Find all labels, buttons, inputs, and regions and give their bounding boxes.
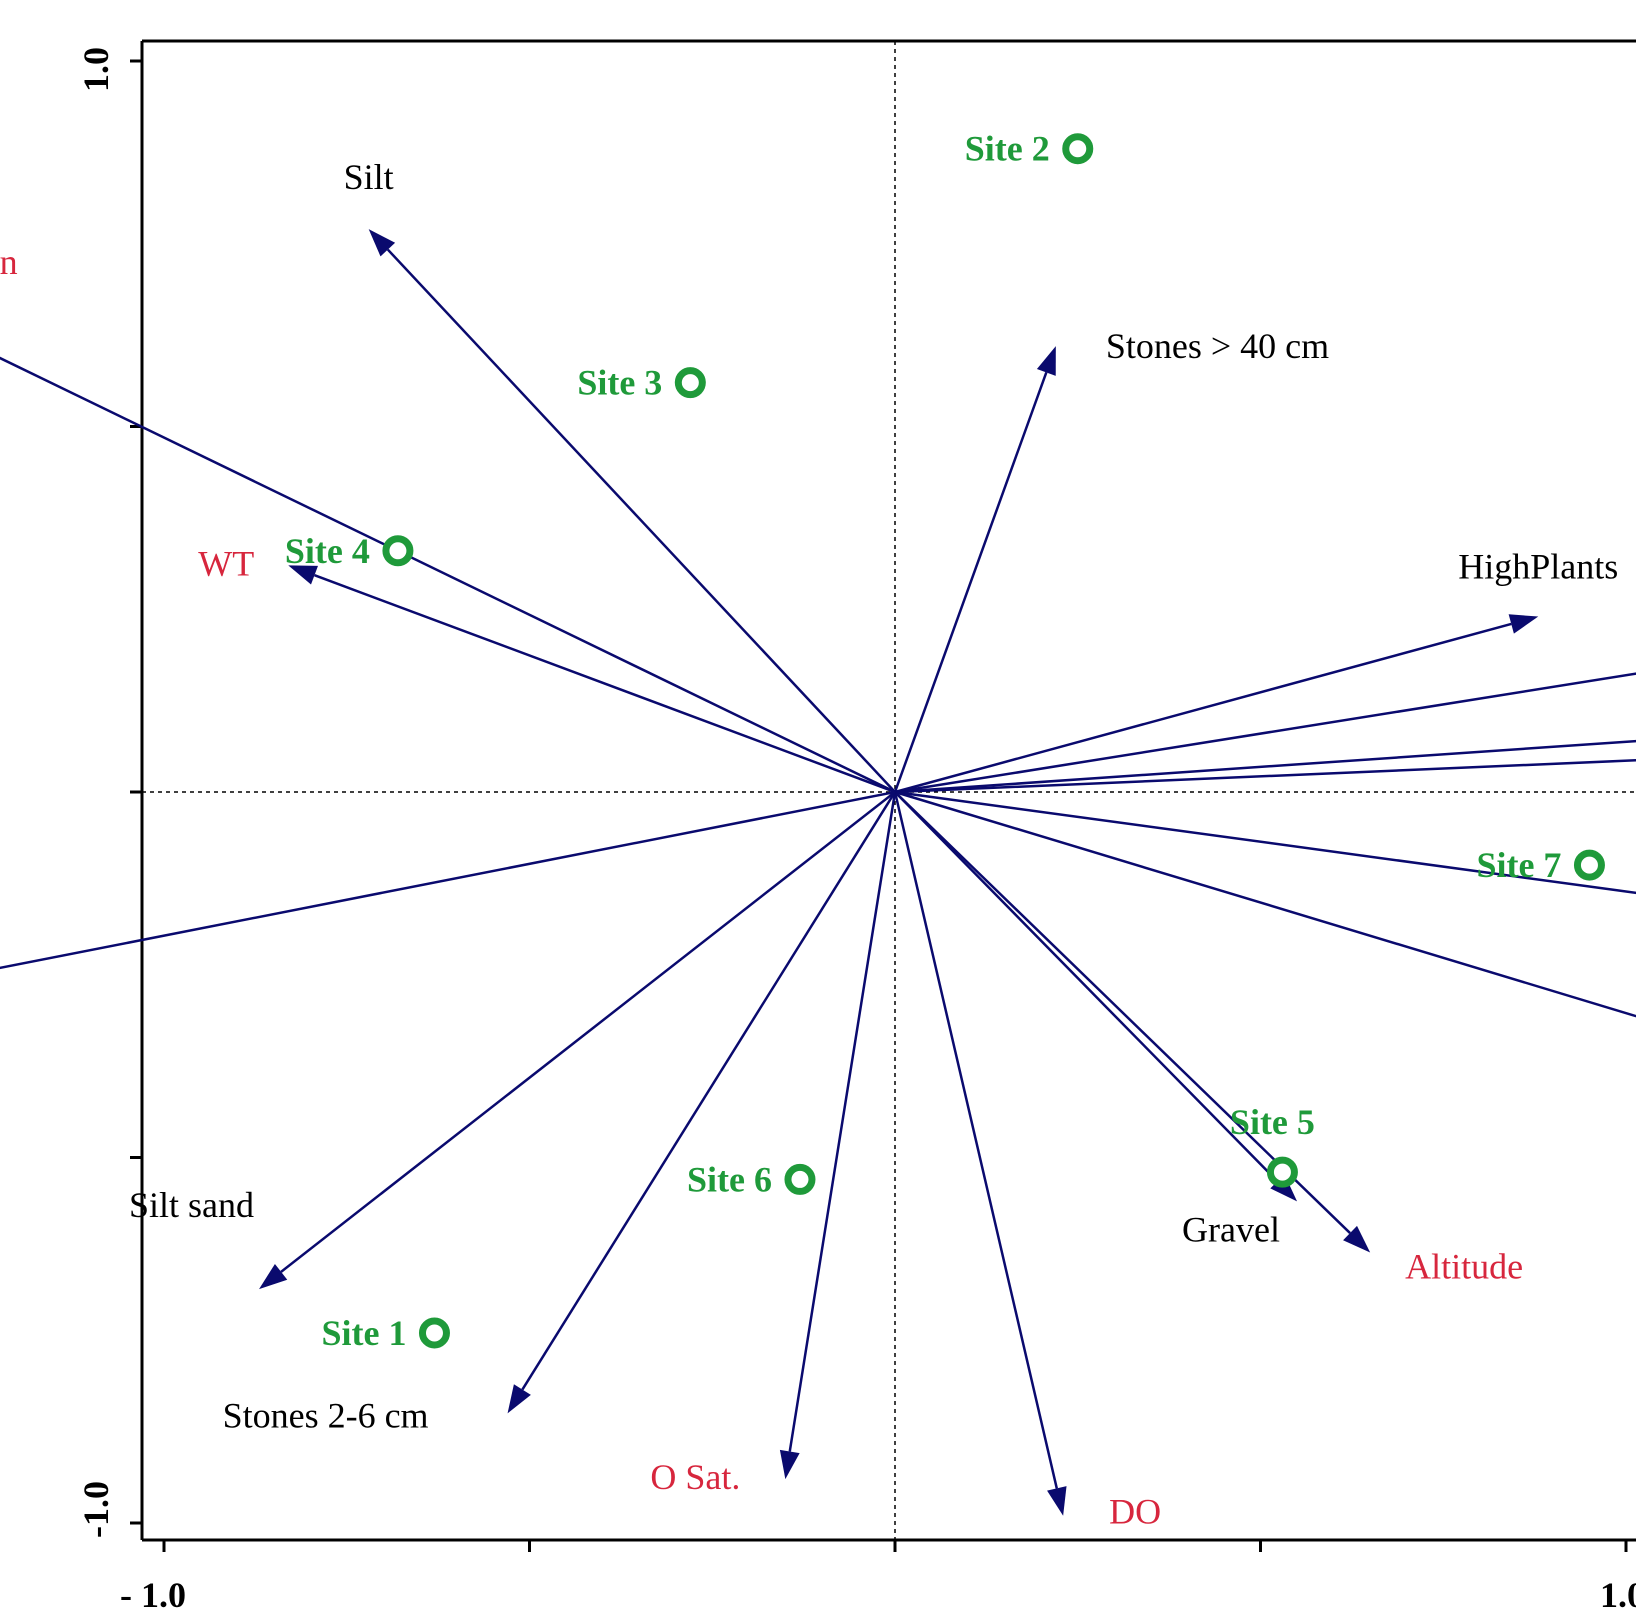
vector-stones-40-cm: Stones > 40 cm [893, 326, 1329, 793]
vector-label: Numberof specimen [0, 190, 18, 282]
site-label: Site 4 [285, 531, 370, 571]
vector-line [314, 574, 896, 794]
vector-line [894, 791, 1279, 1183]
vector-line [788, 791, 897, 1452]
site-label: Site 5 [1230, 1102, 1315, 1142]
vector-line [894, 790, 1636, 895]
vector-arrowhead [1047, 1486, 1067, 1516]
vector-line [894, 622, 1512, 794]
vector-stones-6-20-cm: Stones6-20 cm [894, 672, 1636, 794]
site-marker [1266, 1156, 1298, 1188]
site-label: Site 2 [965, 129, 1050, 169]
vector-arrowhead [1270, 1174, 1298, 1202]
site-marker [382, 535, 414, 567]
site-label: Site 3 [577, 363, 662, 403]
site-marker [418, 1317, 450, 1349]
vector-o-sat-: O Sat. [650, 791, 897, 1497]
x-tick-label-max: 1.0 [1600, 1575, 1636, 1615]
vector-line [0, 356, 896, 794]
vector-label: DO [1109, 1492, 1161, 1532]
site-site-1: Site 1 [321, 1313, 450, 1353]
site-marker [784, 1163, 816, 1195]
site-label: Site 6 [687, 1159, 772, 1199]
site-marker [1573, 849, 1605, 881]
vector-arrowhead [288, 565, 318, 585]
vector-label: HighPlants [1458, 547, 1618, 587]
vector-line [894, 672, 1636, 794]
site-site-5: Site 5 [1230, 1102, 1315, 1188]
vector-wt: WT [198, 543, 896, 794]
vector-line [893, 791, 1059, 1489]
vector-line [521, 791, 897, 1391]
y-tick-label-min: -1.0 [76, 1481, 116, 1538]
vector-altitude: Altitude [894, 791, 1523, 1287]
vector-overground [894, 739, 1636, 794]
vector-arrowhead [1508, 614, 1539, 634]
vector-sand: Sand [0, 790, 896, 970]
site-site-4: Site 4 [285, 531, 414, 571]
vector-arrowhead [259, 1263, 288, 1290]
site-label: Site 7 [1476, 845, 1561, 885]
vector-silt: Silt [344, 157, 896, 793]
vector-label: Stones > 40 cm [1106, 326, 1329, 366]
site-site-3: Site 3 [577, 363, 706, 403]
vector-do: DO [893, 791, 1161, 1532]
site-site-6: Site 6 [687, 1159, 816, 1199]
vector-label: O Sat. [650, 1457, 740, 1497]
vector-ph: pH [894, 790, 1636, 895]
vector-line [0, 790, 896, 970]
site-label: Site 1 [321, 1313, 406, 1353]
vector-silt-sand: Silt sand [129, 791, 896, 1290]
vector-line [893, 372, 1048, 793]
vector-overground: Overground [894, 759, 1636, 794]
vector-line [894, 739, 1636, 794]
vector-stones-20-40-cm: Stones20-40 cm [894, 790, 1636, 1018]
vector-arrowhead [507, 1384, 531, 1414]
vector-arrowhead [1036, 346, 1056, 376]
vector-gravel: Gravel [894, 791, 1298, 1249]
vector-line [894, 759, 1636, 794]
vector-label: WT [198, 543, 254, 583]
x-tick-label-min: - 1.0 [120, 1575, 186, 1615]
y-tick-label-max: 1.0 [76, 47, 116, 92]
site-site-2: Site 2 [965, 129, 1094, 169]
vector-stones-2-6-cm: Stones 2-6 cm [223, 791, 897, 1435]
vector-line [280, 791, 896, 1273]
vector-label: Gravel [1182, 1209, 1280, 1249]
vector-arrowhead [368, 229, 396, 257]
vector-label: Silt [344, 157, 394, 197]
vector-line [386, 248, 896, 793]
site-marker [1062, 133, 1094, 165]
vector-label: Altitude [1405, 1247, 1523, 1287]
vector-label: Silt sand [129, 1185, 254, 1225]
site-marker [674, 367, 706, 399]
vector-number-of-specimen: Numberof specimen [0, 190, 896, 794]
vector-arrowhead [779, 1449, 800, 1480]
site-site-7: Site 7 [1476, 845, 1605, 885]
vector-label: Stones 2-6 cm [223, 1395, 429, 1435]
vector-highplants: HighPlants [894, 547, 1618, 794]
vector-arrowhead [1343, 1225, 1371, 1253]
vector-line [894, 790, 1636, 1018]
